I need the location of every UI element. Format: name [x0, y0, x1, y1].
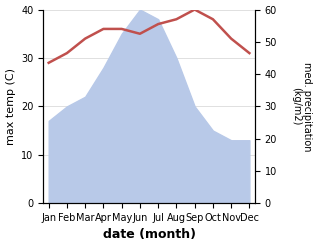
X-axis label: date (month): date (month) — [102, 228, 196, 242]
Y-axis label: med. precipitation
(kg/m2): med. precipitation (kg/m2) — [291, 62, 313, 151]
Y-axis label: max temp (C): max temp (C) — [5, 68, 16, 145]
